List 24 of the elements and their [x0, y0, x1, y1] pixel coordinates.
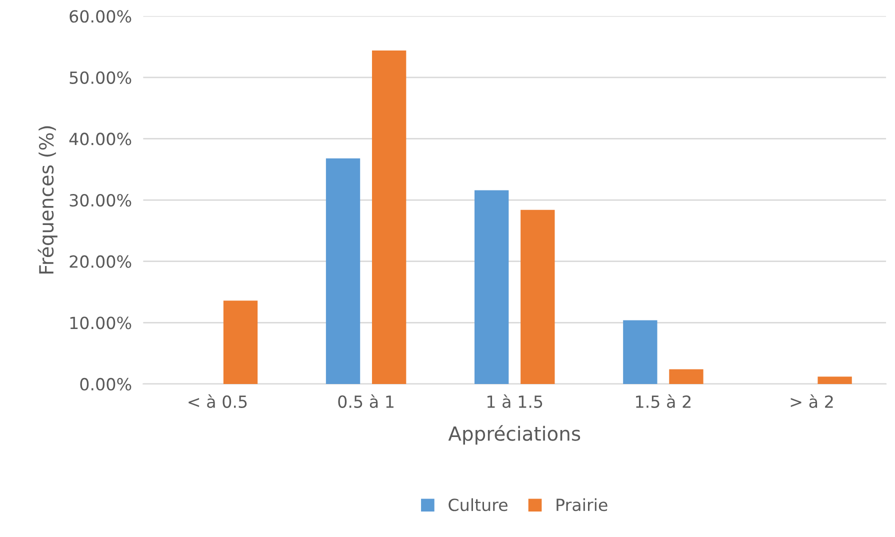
bar [520, 210, 555, 384]
legend-label: Prairie [556, 498, 608, 512]
y-tick-label: 30.00% [70, 194, 132, 207]
bar [818, 376, 852, 384]
x-tick-label: 1 à 1.5 [487, 394, 542, 408]
y-tick-label: 40.00% [69, 132, 132, 146]
x-axis-title: Appréciations [448, 425, 580, 445]
x-tick-label: < à 0.5 [188, 394, 247, 408]
x-tick-label: > à 2 [790, 394, 833, 408]
y-tick-label: 0.00% [80, 378, 132, 391]
y-tick-label: 20.00% [70, 255, 132, 268]
y-tick-label: 10.00% [70, 316, 132, 330]
bar [623, 320, 658, 384]
y-tick-label: 60.00% [70, 10, 132, 23]
x-tick-label: 0.5 à 1 [338, 394, 394, 408]
bar [669, 369, 704, 384]
x-tick-label: 1.5 à 2 [636, 394, 690, 408]
bar [223, 300, 258, 384]
bar [326, 158, 360, 384]
bar [474, 190, 509, 384]
y-tick-label: 50.00% [70, 71, 132, 84]
bar [372, 50, 406, 384]
legend-label: Culture [448, 498, 508, 512]
y-axis-title: Fréquences (%) [38, 126, 58, 274]
